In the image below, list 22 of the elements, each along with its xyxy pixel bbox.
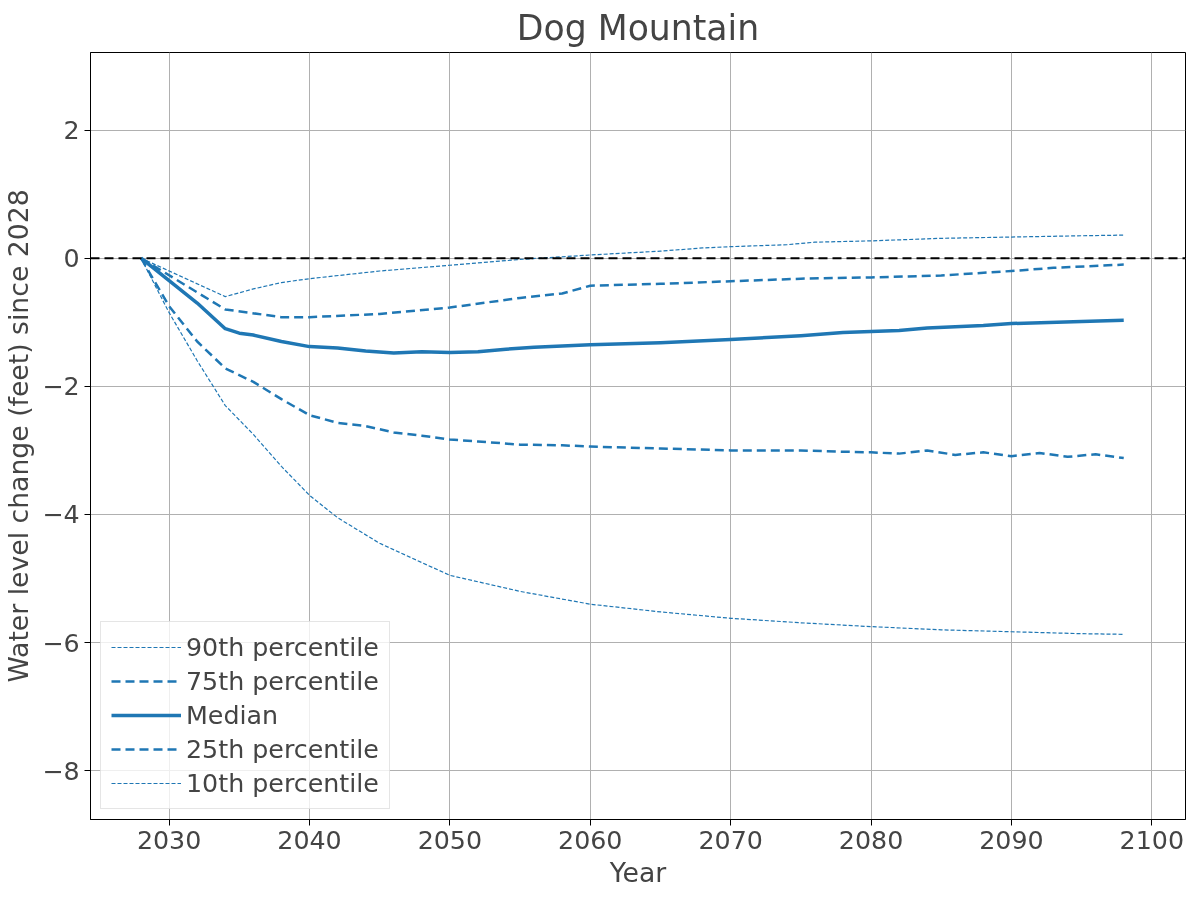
x-axis-title: Year — [608, 856, 667, 888]
x-tick-label: 2100 — [1119, 824, 1185, 855]
y-tick-label: 2 — [63, 115, 80, 146]
y-tick-label: −8 — [42, 755, 80, 786]
y-tick-label: −6 — [42, 627, 80, 658]
legend-label: 90th percentile — [186, 632, 379, 662]
y-tick-label: 0 — [63, 243, 80, 274]
x-tick-label: 2030 — [136, 824, 202, 855]
chart-title: Dog Mountain — [516, 7, 760, 48]
legend-label: 25th percentile — [186, 734, 379, 764]
x-tick-label: 2090 — [979, 824, 1044, 855]
x-tick-label: 2080 — [838, 824, 904, 855]
x-tick-label: 2050 — [417, 824, 483, 855]
x-tick-label: 2040 — [277, 824, 342, 855]
y-tick-label: −2 — [42, 371, 80, 402]
x-tick-label: 2060 — [558, 824, 623, 855]
x-tick-label: 2070 — [698, 824, 763, 855]
legend-label: Median — [186, 700, 279, 730]
legend-label: 10th percentile — [186, 768, 379, 798]
y-axis-title: Water level change (feet) since 2028 — [3, 189, 35, 683]
y-tick-label: −4 — [42, 499, 80, 530]
legend-label: 75th percentile — [186, 666, 379, 696]
